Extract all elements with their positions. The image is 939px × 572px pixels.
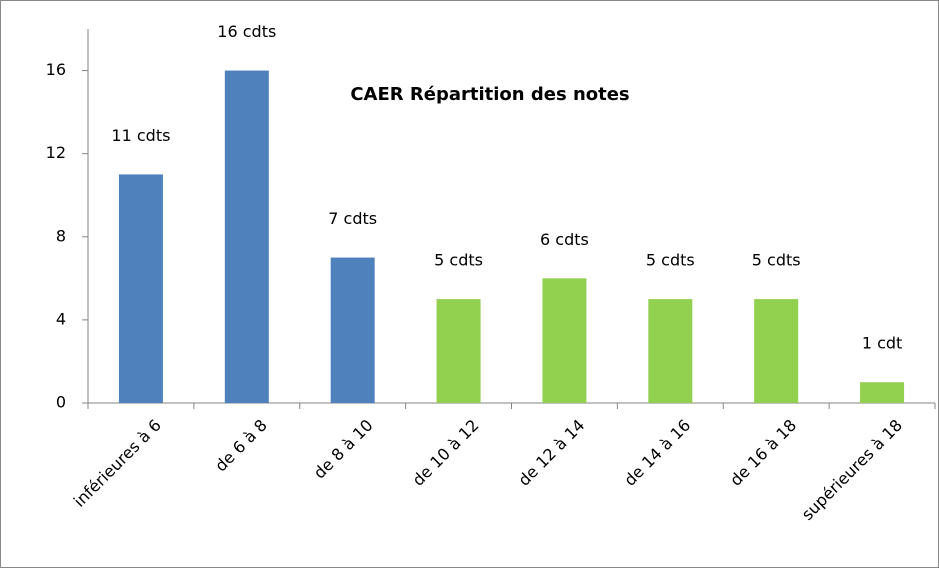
value-label: 11 cdts bbox=[111, 126, 170, 145]
value-label: 1 cdt bbox=[862, 334, 903, 353]
value-label: 5 cdts bbox=[752, 251, 801, 270]
value-label: 7 cdts bbox=[328, 209, 377, 228]
bar bbox=[330, 257, 375, 403]
y-tick-label: 0 bbox=[56, 393, 66, 412]
chart-title: CAER Répartition des notes bbox=[350, 84, 629, 105]
value-label: 5 cdts bbox=[646, 251, 695, 270]
value-label: 5 cdts bbox=[434, 251, 483, 270]
bar bbox=[860, 382, 905, 403]
bar bbox=[648, 299, 693, 403]
y-tick-label: 8 bbox=[56, 226, 66, 245]
y-tick-label: 12 bbox=[46, 143, 66, 162]
y-tick-label: 4 bbox=[56, 309, 66, 328]
bar bbox=[754, 299, 799, 403]
value-label: 16 cdts bbox=[217, 22, 276, 41]
bar bbox=[542, 278, 587, 403]
bar bbox=[224, 70, 269, 404]
value-label: 6 cdts bbox=[540, 230, 589, 249]
bar bbox=[436, 299, 481, 403]
y-tick-label: 16 bbox=[46, 60, 66, 79]
bar bbox=[118, 174, 163, 403]
